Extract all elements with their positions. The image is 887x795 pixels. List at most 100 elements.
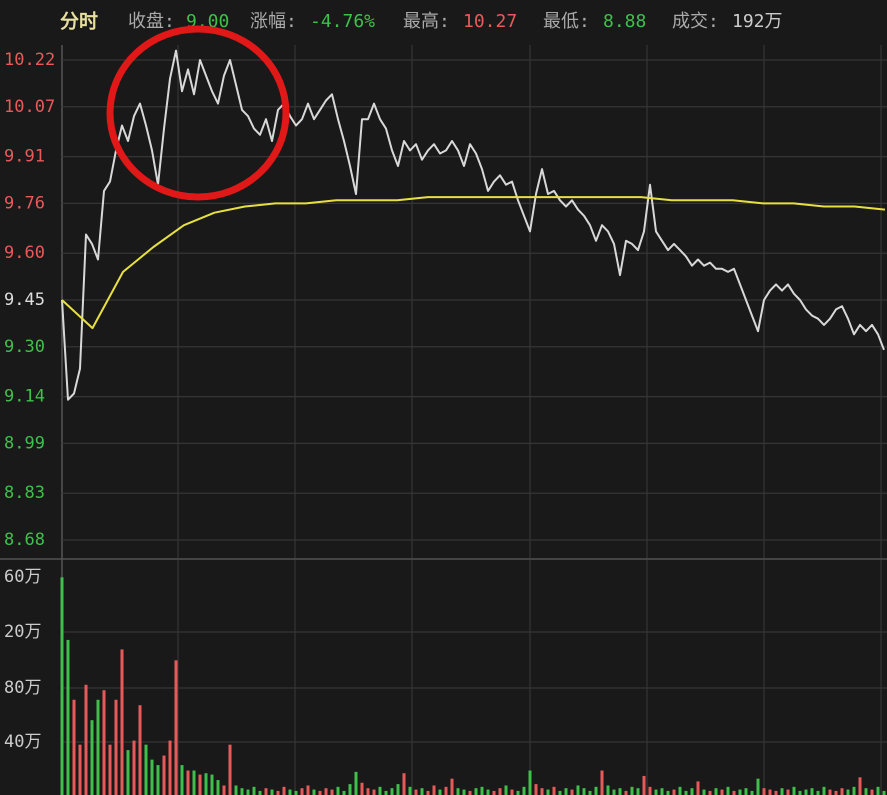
volume-bar	[456, 788, 460, 795]
volume-bar	[402, 773, 406, 795]
y-tick-label: 8.68	[4, 530, 45, 550]
volume-bar	[138, 705, 142, 795]
volume-bar	[720, 789, 724, 795]
stat-label: 涨幅:	[250, 11, 297, 32]
volume-bar	[270, 789, 274, 795]
volume-bar	[600, 770, 604, 795]
volume-bar	[150, 759, 154, 795]
y-tick-label: 10.07	[4, 97, 55, 117]
volume-bar	[144, 744, 148, 795]
volume-bar	[708, 790, 712, 795]
volume-bar	[558, 790, 562, 795]
volume-bar	[210, 774, 214, 795]
volume-bar	[648, 786, 652, 795]
volume-bar	[516, 790, 520, 795]
volume-bar	[414, 789, 418, 795]
volume-bar	[174, 660, 178, 795]
plot: 收盘: 9.00 涨幅: -4.76% 最高: 10.27 最低: 8.88 成交: 192万10…	[4, 11, 887, 795]
volume-bar	[366, 788, 370, 795]
volume-bar	[246, 789, 250, 795]
stat-value: 192万	[732, 11, 783, 32]
volume-label: 40万	[4, 732, 41, 752]
volume-bar	[474, 788, 478, 795]
volume-label: 80万	[4, 678, 41, 698]
volume-bar	[798, 790, 802, 795]
stat-value: -4.76%	[310, 11, 375, 32]
volume-bar	[642, 775, 646, 795]
volume-bar	[858, 777, 862, 795]
volume-bar	[804, 789, 808, 795]
volume-bar	[774, 790, 778, 795]
volume-bar	[828, 789, 832, 795]
y-tick-label: 9.76	[4, 193, 45, 213]
volume-bar	[408, 786, 412, 795]
volume-bar	[504, 785, 508, 795]
volume-bar	[522, 786, 526, 795]
volume-bar	[612, 789, 616, 795]
volume-bar	[792, 786, 796, 795]
volume-bar	[66, 639, 70, 795]
volume-bar	[702, 789, 706, 795]
volume-bar	[378, 786, 382, 795]
volume-bar	[222, 785, 226, 795]
volume-bar	[234, 785, 238, 795]
volume-bar	[354, 771, 358, 795]
volume-bar	[684, 790, 688, 795]
volume-bar	[636, 788, 640, 795]
volume-bar	[672, 789, 676, 795]
volume-bar	[750, 790, 754, 795]
volume-bar	[726, 786, 730, 795]
volume-bar	[810, 788, 814, 795]
volume-bar	[582, 788, 586, 795]
volume-bar	[198, 774, 202, 795]
y-tick-label: 10.22	[4, 50, 55, 70]
volume-bar	[876, 786, 880, 795]
chart-title: 分时	[60, 11, 98, 33]
volume-bar	[444, 786, 448, 795]
volume-bar	[360, 782, 364, 795]
y-tick-label: 9.14	[4, 387, 45, 407]
y-tick-label: 8.83	[4, 483, 45, 503]
volume-bar	[882, 790, 886, 795]
volume-bar	[492, 790, 496, 795]
volume-bar	[342, 790, 346, 795]
volume-bar	[72, 699, 76, 795]
volume-bar	[78, 744, 82, 795]
volume-bar	[816, 790, 820, 795]
volume-bar	[780, 788, 784, 795]
volume-bar	[822, 786, 826, 795]
volume-bar	[306, 785, 310, 795]
volume-bar	[240, 788, 244, 795]
volume-bar	[666, 790, 670, 795]
volume-bar	[630, 786, 634, 795]
volume-bar	[420, 788, 424, 795]
volume-bar	[294, 790, 298, 795]
y-tick-label: 8.99	[4, 433, 45, 453]
stat-value: 10.27	[463, 11, 517, 32]
volume-bar	[486, 789, 490, 795]
volume-bar	[594, 786, 598, 795]
volume-bar	[546, 789, 550, 795]
volume-bar	[390, 788, 394, 795]
volume-bar	[168, 740, 172, 795]
volume-bar	[762, 788, 766, 795]
volume-bar	[864, 788, 868, 795]
volume-bar	[162, 755, 166, 795]
volume-bar	[510, 789, 514, 795]
highlight-circle	[106, 25, 290, 201]
volume-bar	[618, 788, 622, 795]
y-tick-label: 9.60	[4, 243, 45, 263]
volume-bar	[846, 789, 850, 795]
volume-bar	[318, 790, 322, 795]
volume-bar	[324, 788, 328, 795]
volume-bar	[852, 786, 856, 795]
vertical-grid	[0, 45, 887, 795]
volume-bar	[870, 789, 874, 795]
volume-bar	[84, 684, 88, 795]
volume-bar	[288, 789, 292, 795]
y-tick-label: 9.45	[4, 290, 45, 310]
volume-bar	[570, 789, 574, 795]
volume-bar	[252, 786, 256, 795]
volume-label: 20万	[4, 622, 41, 642]
